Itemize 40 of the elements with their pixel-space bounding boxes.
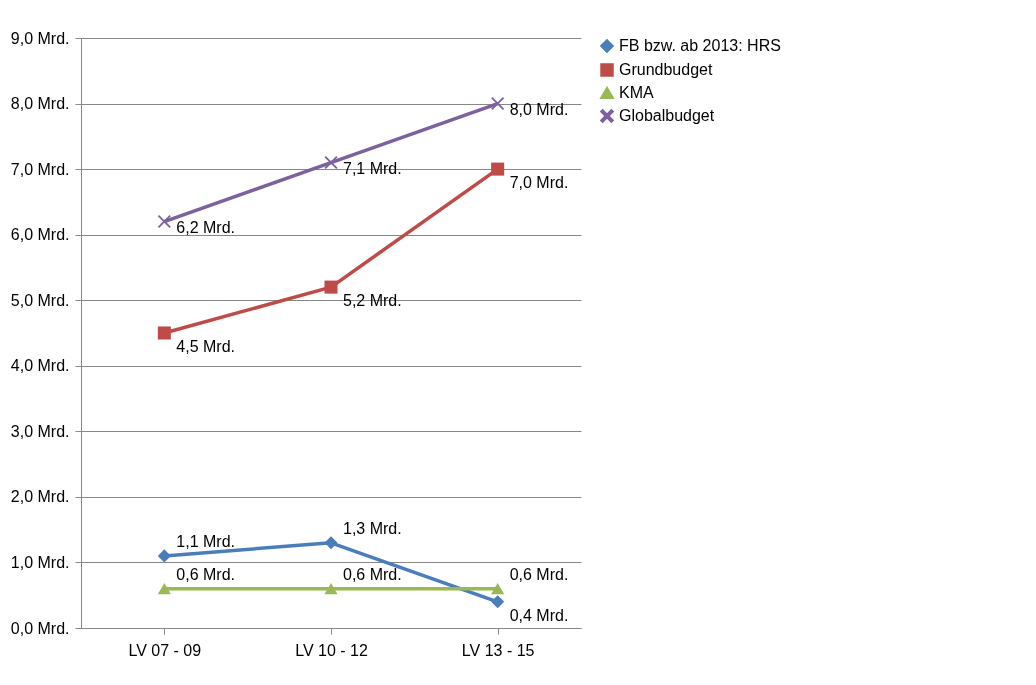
data-label: 8,0 Mrd.	[509, 100, 569, 118]
point	[324, 280, 338, 294]
data-label: 0,6 Mrd.	[509, 565, 569, 583]
x-tick-label: LV 07 - 09	[128, 641, 202, 659]
y-tick-label: 0,0 Mrd.	[10, 619, 70, 637]
legend-label: KMA	[619, 84, 654, 101]
point	[157, 326, 171, 340]
point	[491, 97, 505, 111]
legend-label: FB bzw. ab 2013: HRS	[619, 37, 781, 54]
point	[491, 595, 505, 609]
x-tick-label: LV 13 - 15	[461, 641, 535, 659]
data-label: 1,3 Mrd.	[343, 519, 402, 537]
data-label: 7,1 Mrd.	[343, 159, 402, 177]
y-tick-label: 8,0 Mrd.	[10, 95, 70, 113]
legend-label: Grundbudget	[619, 61, 713, 78]
y-tick-label: 2,0 Mrd.	[10, 488, 70, 506]
data-label: 7,0 Mrd.	[509, 174, 569, 192]
y-tick-label: 4,0 Mrd.	[10, 357, 70, 375]
y-tick-label: 9,0 Mrd.	[10, 29, 70, 47]
y-tick-label: 3,0 Mrd.	[10, 422, 70, 440]
y-tick-label: 1,0 Mrd.	[10, 553, 70, 571]
data-label: 1,1 Mrd.	[176, 532, 236, 550]
y-tick-label: 7,0 Mrd.	[10, 160, 70, 178]
data-label: 0,4 Mrd.	[509, 606, 569, 624]
y-tick-label: 5,0 Mrd.	[10, 291, 70, 309]
point	[324, 583, 338, 595]
point	[324, 536, 338, 550]
point	[157, 215, 171, 229]
data-label: 0,6 Mrd.	[343, 565, 402, 583]
data-label: 5,2 Mrd.	[343, 292, 402, 310]
data-label: 4,5 Mrd.	[176, 338, 236, 355]
point	[157, 549, 171, 563]
point	[491, 583, 505, 595]
data-label: 0,6 Mrd.	[176, 565, 236, 583]
y-tick-label: 6,0 Mrd.	[10, 226, 70, 244]
x-tick-label: LV 10 - 12	[295, 641, 368, 659]
point	[157, 583, 171, 595]
legend-label: Globalbudget	[619, 107, 715, 124]
data-label: 6,2 Mrd.	[176, 218, 236, 236]
point	[491, 162, 505, 176]
